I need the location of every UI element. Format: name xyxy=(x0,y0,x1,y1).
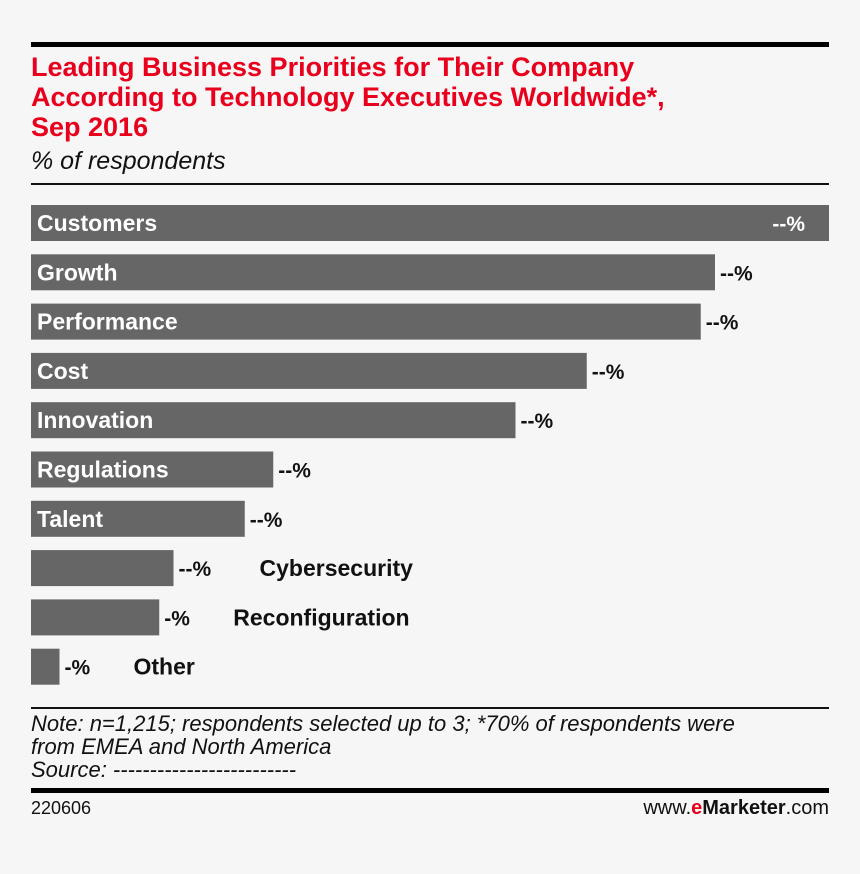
value-label: --% xyxy=(250,509,283,532)
bar xyxy=(31,550,174,587)
brand-link[interactable]: www.eMarketer.com xyxy=(643,797,829,820)
value-label: --% xyxy=(592,361,625,384)
top-rule xyxy=(31,42,829,47)
note-line-1: Note: n=1,215; respondents selected up t… xyxy=(31,711,735,736)
bar xyxy=(31,254,715,291)
category-label: Growth xyxy=(37,259,118,285)
bottom-rule xyxy=(31,788,829,793)
category-label: Talent xyxy=(37,506,103,532)
bar xyxy=(31,500,245,537)
bar xyxy=(31,352,587,389)
value-label: --% xyxy=(772,213,805,236)
chart-title: Leading Business Priorities for Their Co… xyxy=(31,52,831,142)
value-label: --% xyxy=(521,410,554,433)
chart-note: Note: n=1,215; respondents selected up t… xyxy=(31,712,831,781)
bar xyxy=(31,303,701,340)
value-label: -% xyxy=(65,657,91,680)
bar xyxy=(31,648,60,685)
value-label: -% xyxy=(164,607,190,630)
chart-title-line-3: Sep 2016 xyxy=(31,112,149,142)
value-label: --% xyxy=(278,460,311,483)
value-label: --% xyxy=(179,558,212,581)
bar xyxy=(31,599,160,636)
value-label: --% xyxy=(706,312,739,335)
brand-e: e xyxy=(691,797,703,819)
category-label: Customers xyxy=(37,210,157,236)
bar xyxy=(31,451,274,488)
bar xyxy=(31,402,516,439)
header-rule xyxy=(31,183,829,185)
chart-subtitle: % of respondents xyxy=(31,147,226,175)
category-label: Cybersecurity xyxy=(260,555,414,581)
note-line-2: from EMEA and North America xyxy=(31,734,332,759)
brand-name: Marketer xyxy=(702,797,786,819)
chart-id: 220606 xyxy=(31,798,92,818)
category-label: Performance xyxy=(37,309,178,335)
chart-title-line-1: Leading Business Priorities for Their Co… xyxy=(31,52,635,82)
bar xyxy=(31,205,829,241)
category-label: Reconfiguration xyxy=(233,604,409,630)
brand-suffix: .com xyxy=(785,797,829,819)
value-label: --% xyxy=(720,262,753,285)
source-line: Source: ------------------------- xyxy=(31,757,297,782)
category-label: Innovation xyxy=(37,407,153,433)
category-label: Regulations xyxy=(37,457,169,483)
note-rule xyxy=(31,707,829,709)
category-label: Other xyxy=(134,654,195,680)
chart-title-line-2: According to Technology Executives World… xyxy=(31,82,665,112)
brand-prefix: www. xyxy=(643,797,692,819)
category-label: Cost xyxy=(37,358,88,384)
